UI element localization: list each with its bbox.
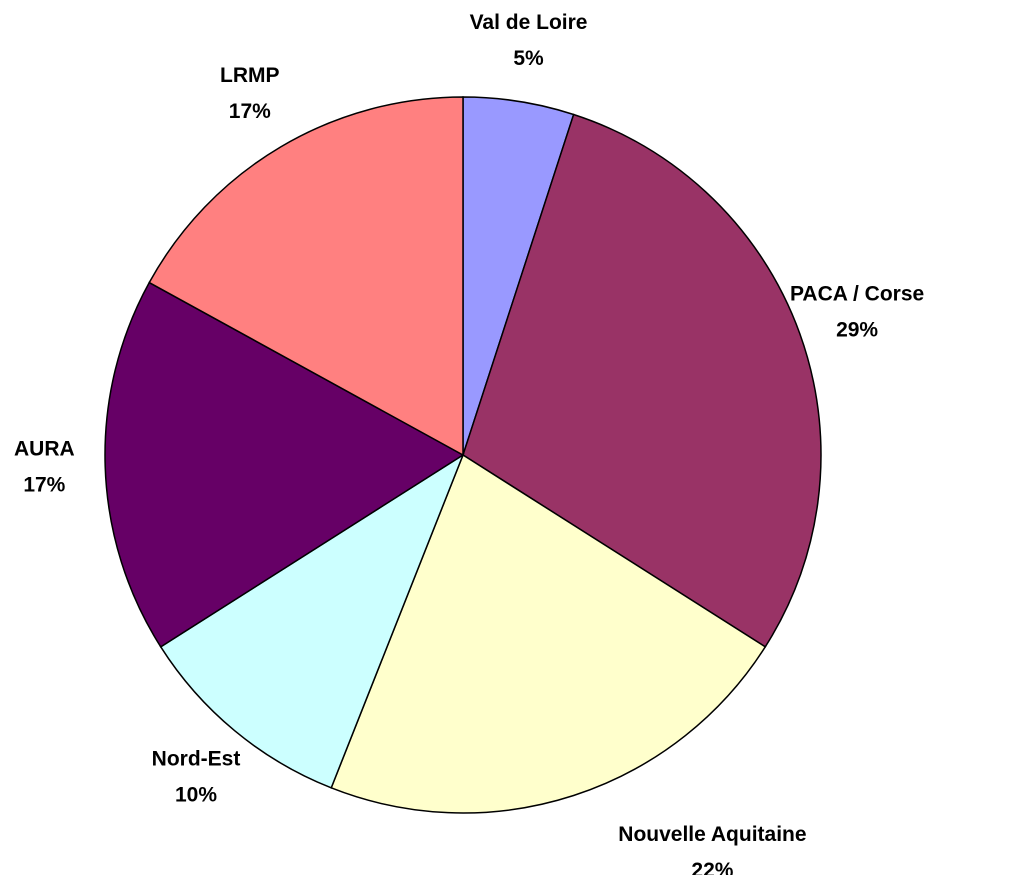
slice-label: 29%: [836, 319, 878, 342]
pie-slice: [104, 281, 465, 648]
slice-name: Nord-Est: [152, 747, 241, 770]
pie-slice: [159, 453, 465, 789]
slice-label: 5%: [513, 47, 544, 70]
slice-label: 17%: [23, 474, 65, 497]
pie-slice: [148, 96, 464, 457]
slice-label: 22%: [691, 859, 733, 875]
slice-label: 10%: [175, 783, 217, 806]
pie-slice: [330, 453, 767, 814]
slice-name: PACA / Corse: [790, 283, 924, 306]
slice-name: Nouvelle Aquitaine: [618, 823, 806, 846]
slice-name: Val de Loire: [470, 11, 588, 34]
slice-name: LRMP: [220, 64, 280, 87]
slice-name: AURA: [14, 438, 75, 461]
slice-label: 17%: [229, 100, 271, 123]
pie-slice: [462, 113, 822, 648]
